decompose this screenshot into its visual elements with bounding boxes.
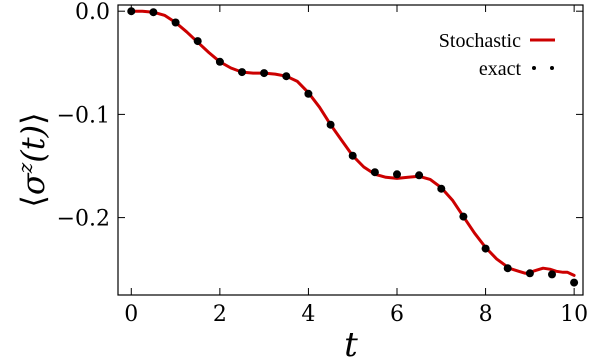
data-point-exact [437,184,446,193]
plot-frame [117,4,584,296]
data-point-exact [481,244,490,253]
x-tick-label: 10 [560,302,588,327]
y-axis-label: ⟨σz(t)⟩ [13,112,52,207]
data-point-exact [370,168,379,177]
legend-label-stochastic: Stochastic [439,30,521,52]
ticks-layer: 0 2 4 6 8 10 0.0 −0.1 −0.2 [57,0,589,327]
data-point-exact [525,269,534,278]
y-tick-label: 0.0 [75,0,110,25]
data-point-exact [193,37,202,46]
x-tick-label: 6 [390,302,404,327]
y-tick-label: −0.1 [57,103,110,128]
data-point-exact [149,8,158,17]
x-tick-label: 4 [301,302,315,327]
data-point-exact [393,170,401,179]
data-point-exact [570,278,579,287]
data-point-exact [282,72,291,81]
y-tick-label: −0.2 [57,207,110,232]
data-point-exact [348,151,357,160]
x-tick-label: 0 [124,302,138,327]
data-point-exact [171,18,180,27]
data-point-exact [415,171,424,180]
legend: Stochastic exact [439,30,555,80]
legend-label-exact: exact [479,58,522,80]
series-layer [127,7,579,287]
x-tick-label: 8 [479,302,493,327]
x-tick-label: 2 [213,302,227,327]
data-point-exact [304,89,313,98]
legend-swatch-exact-dot-2 [550,66,554,70]
data-point-exact [503,264,512,273]
data-point-exact [459,212,468,221]
x-axis-label: t [344,325,358,360]
data-point-exact [326,120,335,129]
data-point-exact [238,68,246,77]
data-point-exact [548,270,556,279]
data-point-exact [260,69,269,78]
plot-area [117,4,584,296]
data-point-exact [215,57,224,66]
legend-swatch-exact-dot-1 [532,66,536,70]
